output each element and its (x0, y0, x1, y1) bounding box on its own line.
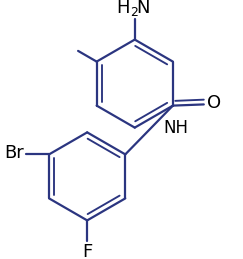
Text: 2: 2 (130, 6, 138, 19)
Text: O: O (207, 93, 221, 112)
Text: F: F (82, 243, 92, 259)
Text: H: H (116, 0, 130, 17)
Text: N: N (137, 0, 150, 17)
Text: Br: Br (4, 145, 24, 162)
Text: NH: NH (163, 119, 188, 136)
